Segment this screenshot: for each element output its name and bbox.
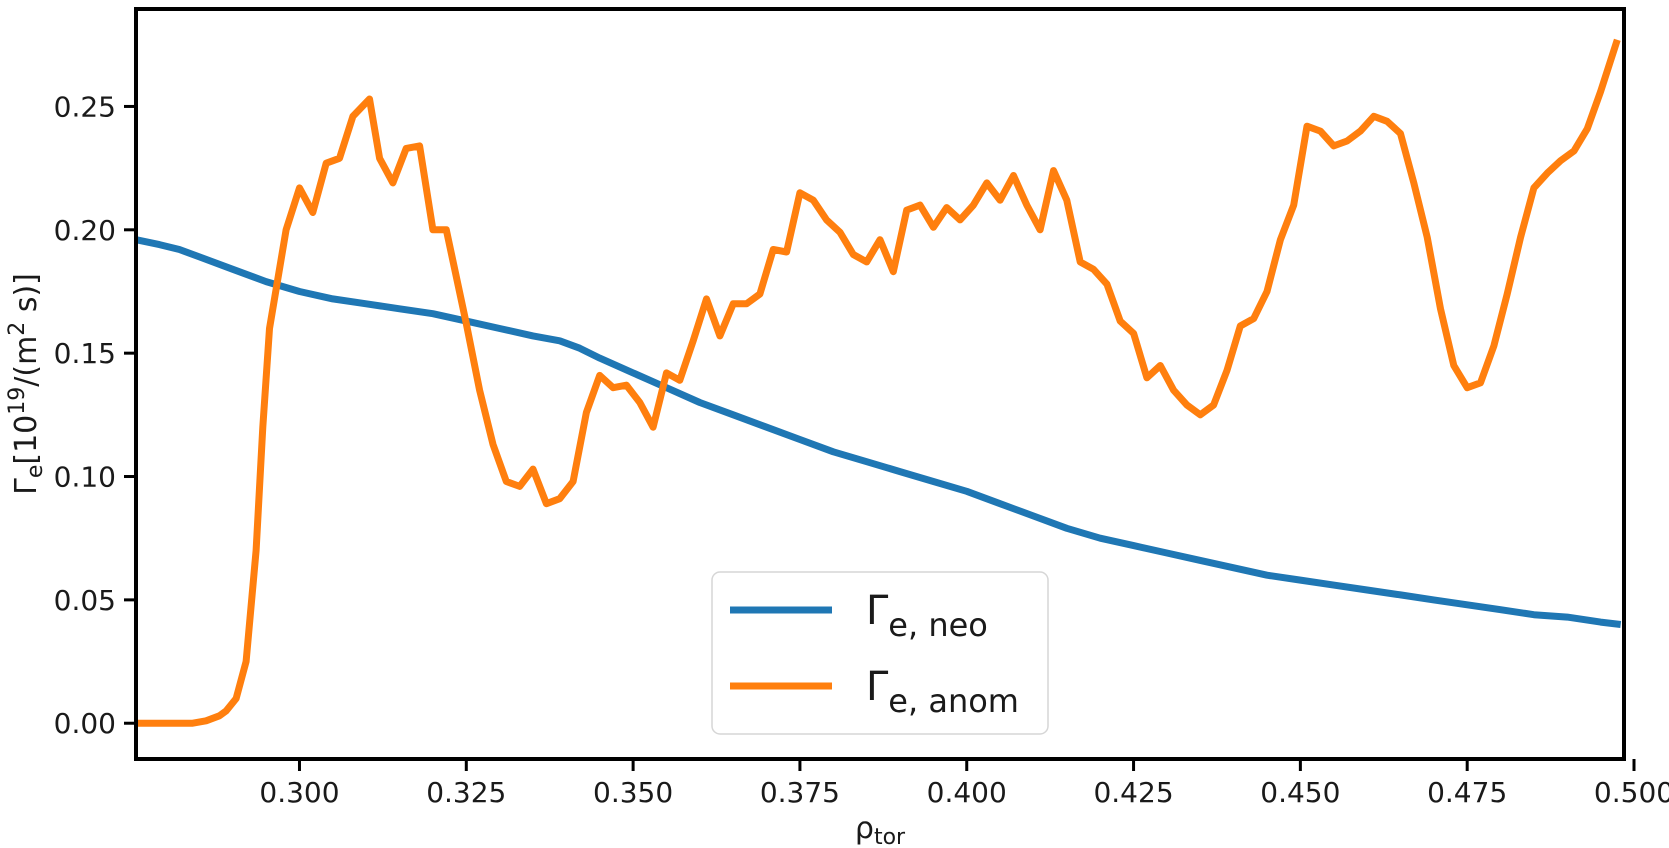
y-tick-label: 0.00 (54, 707, 116, 740)
y-tick-label: 0.20 (54, 214, 116, 247)
x-tick-label: 0.475 (1427, 776, 1507, 809)
y-tick-label: 0.10 (54, 461, 116, 494)
x-tick-label: 0.300 (259, 776, 339, 809)
x-tick-label: 0.500 (1594, 776, 1669, 809)
x-tick-label: 0.350 (593, 776, 673, 809)
x-tick-label: 0.375 (760, 776, 840, 809)
y-axis-label: Γe[1019/(m2 s)] (5, 273, 48, 495)
y-tick-label: 0.15 (54, 337, 116, 370)
x-axis: 0.300 0.325 0.350 0.375 0.400 0.425 0.450 0.475… (259, 759, 1669, 809)
y-tick-label: 0.25 (54, 90, 116, 123)
series-line-anom (136, 38, 1621, 727)
legend-label-anom: Γe, anom (866, 664, 1019, 720)
legend-label-neo: Γe, neo (866, 588, 988, 644)
legend: Γe, neo Γe, anom (711, 571, 1049, 735)
y-tick-label: 0.05 (54, 584, 116, 617)
x-tick-label: 0.400 (927, 776, 1007, 809)
y-axis: 0.00 0.05 0.10 0.15 0.20 0.25 (54, 90, 136, 740)
x-tick-label: 0.325 (426, 776, 506, 809)
series-layer (135, 38, 1622, 727)
x-tick-label: 0.450 (1260, 776, 1340, 809)
plot-frame (134, 7, 1626, 761)
series-line-neo (135, 236, 1622, 628)
x-tick-label: 0.425 (1093, 776, 1173, 809)
x-axis-label: ρtor (855, 811, 906, 848)
